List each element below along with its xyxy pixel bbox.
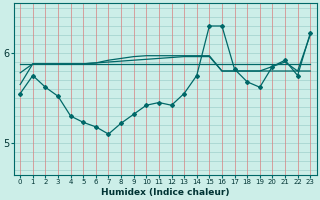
X-axis label: Humidex (Indice chaleur): Humidex (Indice chaleur) bbox=[101, 188, 229, 197]
